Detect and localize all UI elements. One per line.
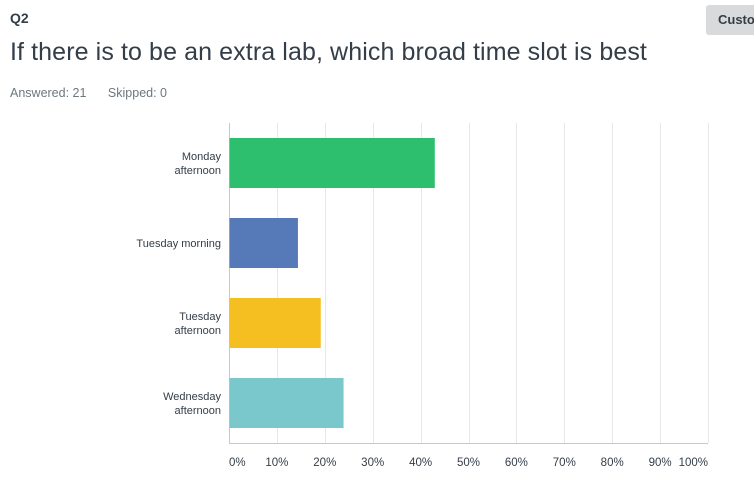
skipped-count: Skipped: 0 bbox=[107, 86, 167, 100]
customize-button[interactable]: Customize bbox=[706, 5, 754, 35]
category-label: Wednesday afternoon bbox=[163, 391, 221, 417]
question-title: If there is to be an extra lab, which br… bbox=[10, 38, 647, 66]
x-tick-label: 30% bbox=[361, 457, 384, 469]
x-tick-label: 40% bbox=[409, 457, 432, 469]
x-tick-label: 90% bbox=[649, 457, 672, 469]
response-stats: Answered: 21 Skipped: 0 bbox=[10, 86, 185, 100]
x-tick-label: 60% bbox=[505, 457, 528, 469]
x-tick-label: 100% bbox=[679, 457, 708, 469]
question-number: Q2 bbox=[10, 10, 29, 26]
category-label: Tuesday afternoon bbox=[175, 311, 222, 337]
category-label: Tuesday morning bbox=[136, 238, 221, 250]
answered-count: Answered: 21 bbox=[10, 86, 87, 100]
x-tick-label: 10% bbox=[265, 457, 288, 469]
bar bbox=[229, 298, 321, 348]
x-tick-label: 80% bbox=[601, 457, 624, 469]
x-tick-label: 70% bbox=[553, 457, 576, 469]
x-tick-label: 0% bbox=[229, 457, 246, 469]
bar bbox=[229, 218, 298, 268]
x-tick-label: 20% bbox=[313, 457, 336, 469]
bar bbox=[229, 138, 435, 188]
category-label: Monday afternoon bbox=[175, 151, 222, 177]
bar bbox=[229, 378, 344, 428]
x-tick-label: 50% bbox=[457, 457, 480, 469]
